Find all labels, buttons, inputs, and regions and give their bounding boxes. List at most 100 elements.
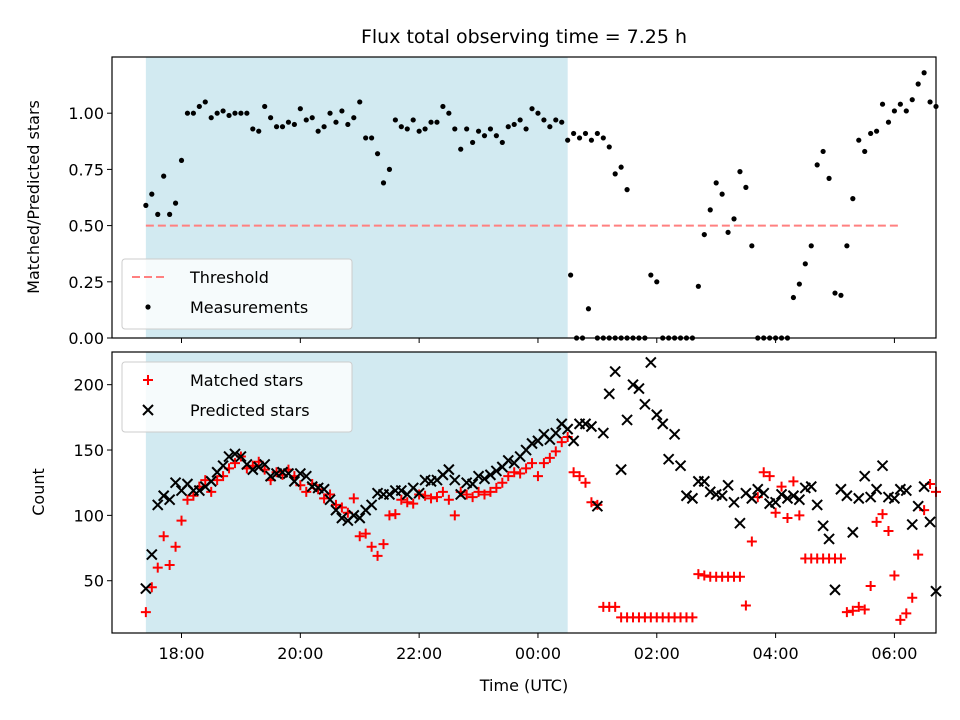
predicted-point bbox=[680, 490, 693, 502]
measurement-point bbox=[731, 216, 737, 222]
measurement-point bbox=[440, 103, 446, 110]
measurement-point bbox=[517, 117, 523, 123]
matched-point bbox=[176, 515, 187, 526]
matched-point bbox=[574, 471, 585, 482]
measurement-point bbox=[232, 110, 238, 116]
measurement-point bbox=[315, 128, 321, 134]
predicted-point bbox=[264, 470, 277, 482]
matched-point bbox=[330, 499, 341, 510]
measurement-point bbox=[535, 110, 541, 116]
measurement-point bbox=[143, 202, 149, 208]
matched-point bbox=[497, 477, 508, 488]
measurement-point bbox=[565, 137, 571, 143]
chart-title: Flux total observing time = 7.25 h bbox=[361, 26, 687, 48]
measurement-point bbox=[654, 279, 660, 285]
predicted-point bbox=[609, 365, 621, 378]
predicted-point bbox=[478, 473, 491, 485]
matched-point bbox=[485, 486, 496, 497]
measurement-point bbox=[339, 108, 345, 114]
predicted-point bbox=[639, 398, 651, 410]
measurement-point bbox=[493, 133, 499, 139]
matched-point bbox=[788, 476, 799, 487]
measurement-point bbox=[909, 97, 915, 103]
predicted-point bbox=[876, 459, 889, 472]
measurement-point bbox=[624, 187, 630, 193]
predicted-point bbox=[336, 512, 348, 524]
matched-point bbox=[853, 601, 864, 612]
measurement-point bbox=[576, 135, 583, 141]
predicted-point bbox=[781, 492, 794, 505]
measurement-point bbox=[568, 272, 574, 278]
matched-point bbox=[901, 608, 912, 619]
matched-point bbox=[408, 498, 419, 509]
matched-point bbox=[515, 468, 526, 479]
measurement-point bbox=[279, 124, 286, 130]
matched-point bbox=[859, 604, 870, 615]
matched-point bbox=[527, 458, 538, 469]
x-tick-label: 00:00 bbox=[515, 644, 561, 663]
legend-measurement-swatch bbox=[145, 304, 151, 310]
bottom-y-axis-label: Count bbox=[29, 468, 48, 516]
measurement-point bbox=[268, 115, 274, 121]
top-y-axis-label: Matched/Predicted stars bbox=[24, 100, 43, 294]
top-y-tick-label: 0.00 bbox=[68, 329, 104, 348]
predicted-point bbox=[787, 490, 800, 502]
measurement-point bbox=[446, 110, 452, 116]
matched-point bbox=[366, 541, 377, 552]
measurement-point bbox=[505, 124, 511, 130]
bottom-y-tick-label: 200 bbox=[73, 376, 104, 395]
measurement-point bbox=[921, 70, 927, 76]
measurement-point bbox=[612, 171, 618, 177]
measurement-point bbox=[529, 106, 535, 112]
predicted-point bbox=[585, 420, 598, 433]
measurement-point bbox=[208, 115, 214, 121]
measurement-point bbox=[749, 243, 755, 249]
x-tick-label: 22:00 bbox=[396, 644, 442, 663]
predicted-point bbox=[205, 475, 217, 488]
matched-point bbox=[699, 570, 710, 581]
predicted-point bbox=[561, 423, 574, 435]
measurement-point bbox=[719, 191, 725, 197]
measurement-point bbox=[410, 117, 416, 123]
predicted-point bbox=[811, 499, 823, 511]
measurement-point bbox=[808, 243, 814, 249]
predicted-point bbox=[823, 533, 835, 545]
predicted-point bbox=[888, 492, 901, 505]
predicted-point bbox=[229, 448, 241, 460]
predicted-point bbox=[579, 418, 592, 430]
predicted-point bbox=[752, 483, 764, 495]
predicted-point bbox=[870, 483, 883, 495]
predicted-point bbox=[734, 517, 746, 529]
measurement-point bbox=[832, 290, 838, 296]
predicted-point bbox=[318, 483, 330, 495]
predicted-point bbox=[330, 504, 342, 516]
measurement-point bbox=[380, 180, 387, 186]
matched-point bbox=[532, 471, 543, 482]
measurement-point bbox=[214, 110, 220, 116]
bottom-y-tick-label: 50 bbox=[84, 572, 104, 591]
matched-point bbox=[847, 605, 858, 616]
measurement-point bbox=[238, 110, 244, 116]
matched-point bbox=[396, 494, 407, 505]
measurement-point bbox=[220, 108, 226, 114]
matched-point bbox=[734, 571, 745, 582]
predicted-point bbox=[698, 475, 711, 488]
predicted-point bbox=[900, 484, 913, 497]
matched-point bbox=[164, 560, 175, 571]
x-axis-label: Time (UTC) bbox=[479, 676, 568, 695]
measurement-point bbox=[582, 130, 589, 137]
matched-point bbox=[764, 471, 775, 482]
predicted-point bbox=[662, 453, 675, 465]
measurement-point bbox=[273, 124, 280, 130]
predicted-point bbox=[235, 450, 247, 463]
measurement-point bbox=[357, 99, 363, 105]
x-tick-label: 06:00 bbox=[871, 644, 917, 663]
matched-point bbox=[431, 492, 442, 503]
predicted-point bbox=[157, 490, 170, 502]
measurement-point bbox=[559, 119, 565, 125]
measurement-point bbox=[802, 261, 808, 267]
matched-point bbox=[919, 505, 930, 516]
predicted-point bbox=[300, 470, 312, 482]
predicted-point bbox=[354, 512, 366, 524]
measurement-point bbox=[250, 126, 256, 132]
